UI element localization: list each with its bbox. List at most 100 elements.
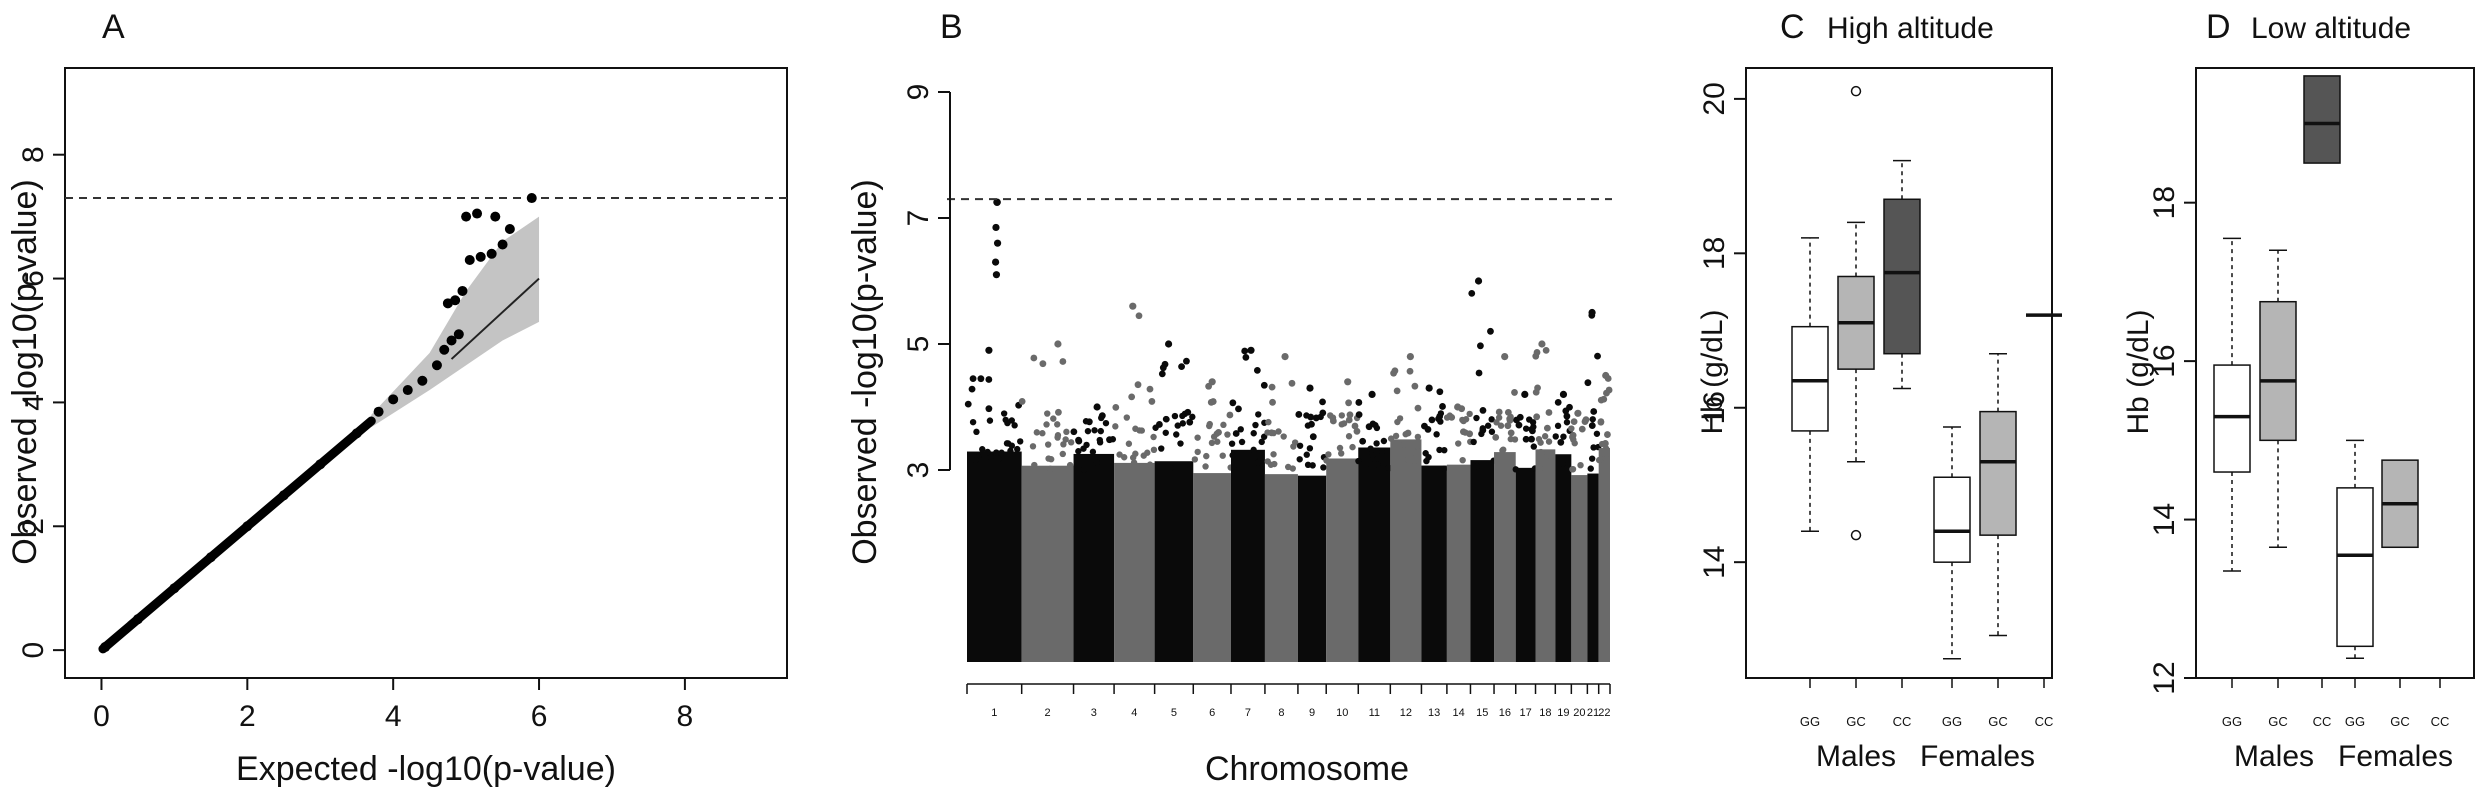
snp-peak-point	[1368, 390, 1376, 398]
snp-peak-point	[1281, 353, 1289, 361]
qq-diagonal-dense-points	[98, 416, 376, 654]
snp-point	[1529, 427, 1536, 435]
snp-point	[1325, 451, 1332, 458]
genotype-label: CC	[2313, 714, 2332, 729]
snp-point	[986, 417, 994, 424]
snp-point	[1484, 422, 1492, 429]
snp-point	[1096, 439, 1104, 446]
snp-point	[1215, 429, 1222, 436]
snp-point	[1148, 398, 1156, 405]
panel-d-letter: D	[2206, 8, 2231, 46]
snp-peak-point	[1344, 378, 1352, 386]
qq-point	[504, 224, 515, 235]
snp-point	[1242, 354, 1250, 361]
snp-peak-point	[1538, 340, 1546, 348]
genotype-label: GC	[2268, 714, 2288, 729]
snp-point	[1421, 422, 1428, 430]
snp-point	[1191, 456, 1199, 463]
x-tick-label: 0	[93, 700, 110, 733]
snp-point	[1545, 438, 1553, 445]
snp-point	[1271, 460, 1278, 468]
snp-point	[1284, 463, 1292, 471]
snp-point	[1372, 422, 1379, 429]
snp-point	[1319, 398, 1326, 406]
snp-point	[1588, 455, 1596, 462]
qq-point	[388, 394, 399, 405]
snp-point	[1173, 431, 1180, 438]
panel-d-title: Low altitude	[2251, 12, 2411, 45]
snp-point	[1171, 412, 1179, 420]
snp-point	[1033, 429, 1041, 436]
snp-point	[1250, 446, 1257, 454]
snp-peak-point	[1208, 378, 1216, 386]
chromosome-band	[1297, 475, 1327, 662]
panel-a-y-axis-label: Observed -log10(p-value)	[6, 179, 44, 565]
snp-point	[1158, 370, 1166, 378]
box-iqr	[1979, 410, 2017, 536]
snp-point	[1238, 438, 1246, 446]
snp-point	[1163, 416, 1170, 423]
snp-point	[1017, 438, 1024, 445]
snp-point	[1566, 403, 1573, 411]
snp-point	[1533, 413, 1541, 421]
snp-point	[1557, 438, 1565, 446]
snp-point	[1459, 428, 1467, 436]
snp-point	[1436, 446, 1443, 454]
qq-point	[490, 211, 501, 222]
y-tick-label: 16	[2148, 344, 2181, 377]
snp-point	[1229, 399, 1237, 407]
box-cc	[1883, 159, 1921, 390]
snp-point	[1404, 429, 1412, 437]
chromosome-tick-label: 1	[991, 707, 997, 719]
box-gc	[2259, 249, 2297, 549]
snp-point	[1414, 443, 1421, 450]
snp-point	[1253, 366, 1261, 374]
y-tick-label: 7	[902, 210, 935, 227]
chromosome-tick-label: 22	[1598, 707, 1610, 719]
snp-point	[972, 457, 979, 464]
chromosome-tick-label: 14	[1453, 707, 1465, 719]
snp-peak-point	[1247, 346, 1255, 354]
snp-point	[1504, 422, 1512, 430]
snp-point	[1338, 450, 1345, 457]
snp-point	[1535, 435, 1543, 443]
qq-point	[278, 490, 289, 501]
snp-point	[984, 448, 991, 456]
snp-point	[1522, 435, 1530, 443]
snp-point	[1353, 427, 1361, 435]
snp-point	[1018, 398, 1026, 405]
x-tick-label: 8	[677, 700, 694, 733]
snp-point	[1374, 461, 1381, 468]
chromosome-tick-label: 15	[1476, 707, 1488, 719]
snp-point	[1349, 458, 1356, 466]
snp-point	[1346, 411, 1354, 419]
snp-point	[1497, 422, 1505, 429]
panel-c-plot-frame	[1745, 67, 2053, 679]
snp-point	[1470, 438, 1477, 446]
outlier-point	[1850, 529, 1862, 541]
snp-point	[1528, 435, 1535, 443]
snp-point	[1194, 434, 1201, 441]
snp-point	[1448, 414, 1456, 421]
snp-peak-point	[1165, 340, 1173, 348]
snp-point	[1014, 445, 1021, 453]
panel-a-letter: A	[102, 8, 125, 46]
snp-point	[1210, 433, 1218, 440]
y-tick-label: 14	[2148, 503, 2181, 536]
snp-point	[993, 449, 1000, 456]
snp-point	[1590, 444, 1597, 451]
box-iqr	[2303, 75, 2341, 164]
y-tick-label: 8	[17, 146, 50, 163]
snp-point	[1091, 427, 1098, 434]
chromosome-tick-label: 17	[1519, 707, 1531, 719]
y-tick-label: 12	[2148, 661, 2181, 694]
y-tick-label: 20	[1698, 82, 1731, 115]
snp-point	[1000, 410, 1008, 417]
chromosome-band	[1421, 465, 1447, 662]
snp-peak-point	[1559, 390, 1568, 398]
snp-point	[1296, 442, 1304, 449]
panel-c-females-label: Females	[1920, 740, 2035, 773]
snp-point	[977, 375, 985, 383]
snp-point	[1178, 363, 1185, 371]
qq-point	[439, 344, 450, 355]
